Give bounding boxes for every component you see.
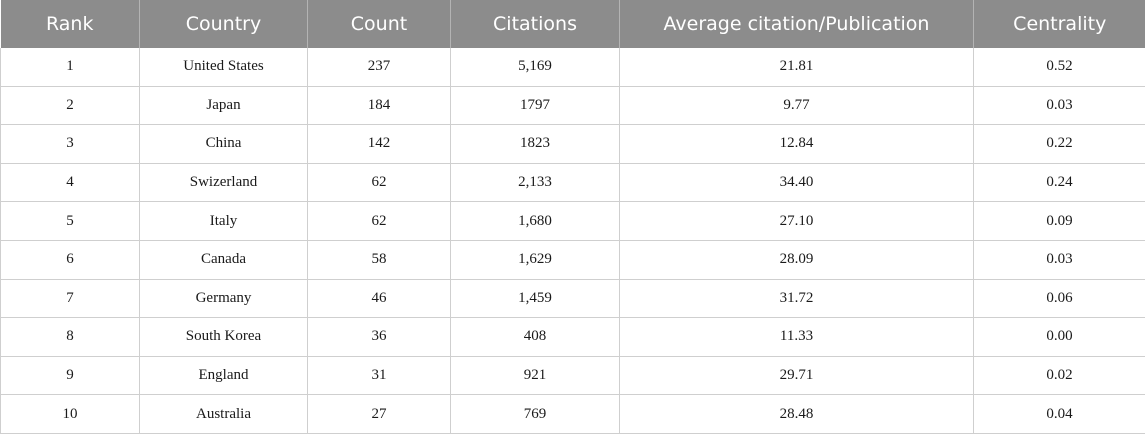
cell-rank: 10 <box>0 394 140 434</box>
cell-country: England <box>139 356 308 396</box>
cell-citations: 5,169 <box>450 48 620 87</box>
cell-rank: 5 <box>0 201 140 241</box>
table-row: 4 Swizerland 62 2,133 34.40 0.24 <box>0 163 1145 203</box>
cell-centrality: 0.22 <box>973 124 1145 164</box>
cell-count: 27 <box>307 394 451 434</box>
cell-citations: 2,133 <box>450 163 620 203</box>
cell-average-citation: 9.77 <box>619 86 974 126</box>
cell-average-citation: 21.81 <box>619 48 974 87</box>
cell-count: 142 <box>307 124 451 164</box>
table-row: 2 Japan 184 1797 9.77 0.03 <box>0 86 1145 126</box>
cell-rank: 2 <box>0 86 140 126</box>
cell-country: Swizerland <box>139 163 308 203</box>
cell-count: 62 <box>307 163 451 203</box>
cell-average-citation: 12.84 <box>619 124 974 164</box>
header-rank: Rank <box>0 0 140 48</box>
cell-centrality: 0.03 <box>973 240 1145 280</box>
cell-centrality: 0.09 <box>973 201 1145 241</box>
cell-citations: 1,459 <box>450 279 620 319</box>
cell-count: 36 <box>307 317 451 357</box>
cell-count: 62 <box>307 201 451 241</box>
cell-count: 237 <box>307 48 451 87</box>
cell-average-citation: 11.33 <box>619 317 974 357</box>
cell-rank: 9 <box>0 356 140 396</box>
cell-rank: 4 <box>0 163 140 203</box>
table-row: 1 United States 237 5,169 21.81 0.52 <box>0 48 1145 87</box>
cell-rank: 6 <box>0 240 140 280</box>
header-country: Country <box>139 0 308 48</box>
cell-average-citation: 28.48 <box>619 394 974 434</box>
cell-average-citation: 27.10 <box>619 201 974 241</box>
cell-country: China <box>139 124 308 164</box>
cell-average-citation: 29.71 <box>619 356 974 396</box>
table-row: 6 Canada 58 1,629 28.09 0.03 <box>0 240 1145 280</box>
cell-citations: 1,680 <box>450 201 620 241</box>
cell-centrality: 0.04 <box>973 394 1145 434</box>
cell-citations: 769 <box>450 394 620 434</box>
table-row: 7 Germany 46 1,459 31.72 0.06 <box>0 279 1145 319</box>
cell-citations: 1797 <box>450 86 620 126</box>
cell-rank: 3 <box>0 124 140 164</box>
header-row: Rank Country Count Citations Average cit… <box>0 0 1145 48</box>
cell-centrality: 0.03 <box>973 86 1145 126</box>
header-citations: Citations <box>450 0 620 48</box>
cell-country: Italy <box>139 201 308 241</box>
cell-count: 31 <box>307 356 451 396</box>
cell-centrality: 0.02 <box>973 356 1145 396</box>
cell-rank: 7 <box>0 279 140 319</box>
header-count: Count <box>307 0 451 48</box>
cell-count: 184 <box>307 86 451 126</box>
cell-average-citation: 34.40 <box>619 163 974 203</box>
table-body: 1 United States 237 5,169 21.81 0.52 2 J… <box>0 48 1145 434</box>
cell-citations: 408 <box>450 317 620 357</box>
table-row: 3 China 142 1823 12.84 0.22 <box>0 124 1145 164</box>
cell-country: Japan <box>139 86 308 126</box>
cell-country: Australia <box>139 394 308 434</box>
cell-centrality: 0.52 <box>973 48 1145 87</box>
header-average-citation: Average citation/Publication <box>619 0 974 48</box>
cell-average-citation: 28.09 <box>619 240 974 280</box>
cell-centrality: 0.06 <box>973 279 1145 319</box>
table-row: 5 Italy 62 1,680 27.10 0.09 <box>0 201 1145 241</box>
cell-count: 58 <box>307 240 451 280</box>
cell-centrality: 0.24 <box>973 163 1145 203</box>
cell-average-citation: 31.72 <box>619 279 974 319</box>
cell-country: Germany <box>139 279 308 319</box>
cell-citations: 921 <box>450 356 620 396</box>
cell-country: United States <box>139 48 308 87</box>
cell-country: Canada <box>139 240 308 280</box>
header-centrality: Centrality <box>973 0 1145 48</box>
table-row: 8 South Korea 36 408 11.33 0.00 <box>0 317 1145 357</box>
table-header: Rank Country Count Citations Average cit… <box>0 0 1145 48</box>
table-row: 9 England 31 921 29.71 0.02 <box>0 356 1145 396</box>
cell-citations: 1823 <box>450 124 620 164</box>
table-row: 10 Australia 27 769 28.48 0.04 <box>0 394 1145 434</box>
cell-country: South Korea <box>139 317 308 357</box>
cell-rank: 1 <box>0 48 140 87</box>
cell-count: 46 <box>307 279 451 319</box>
cell-centrality: 0.00 <box>973 317 1145 357</box>
cell-citations: 1,629 <box>450 240 620 280</box>
cell-rank: 8 <box>0 317 140 357</box>
